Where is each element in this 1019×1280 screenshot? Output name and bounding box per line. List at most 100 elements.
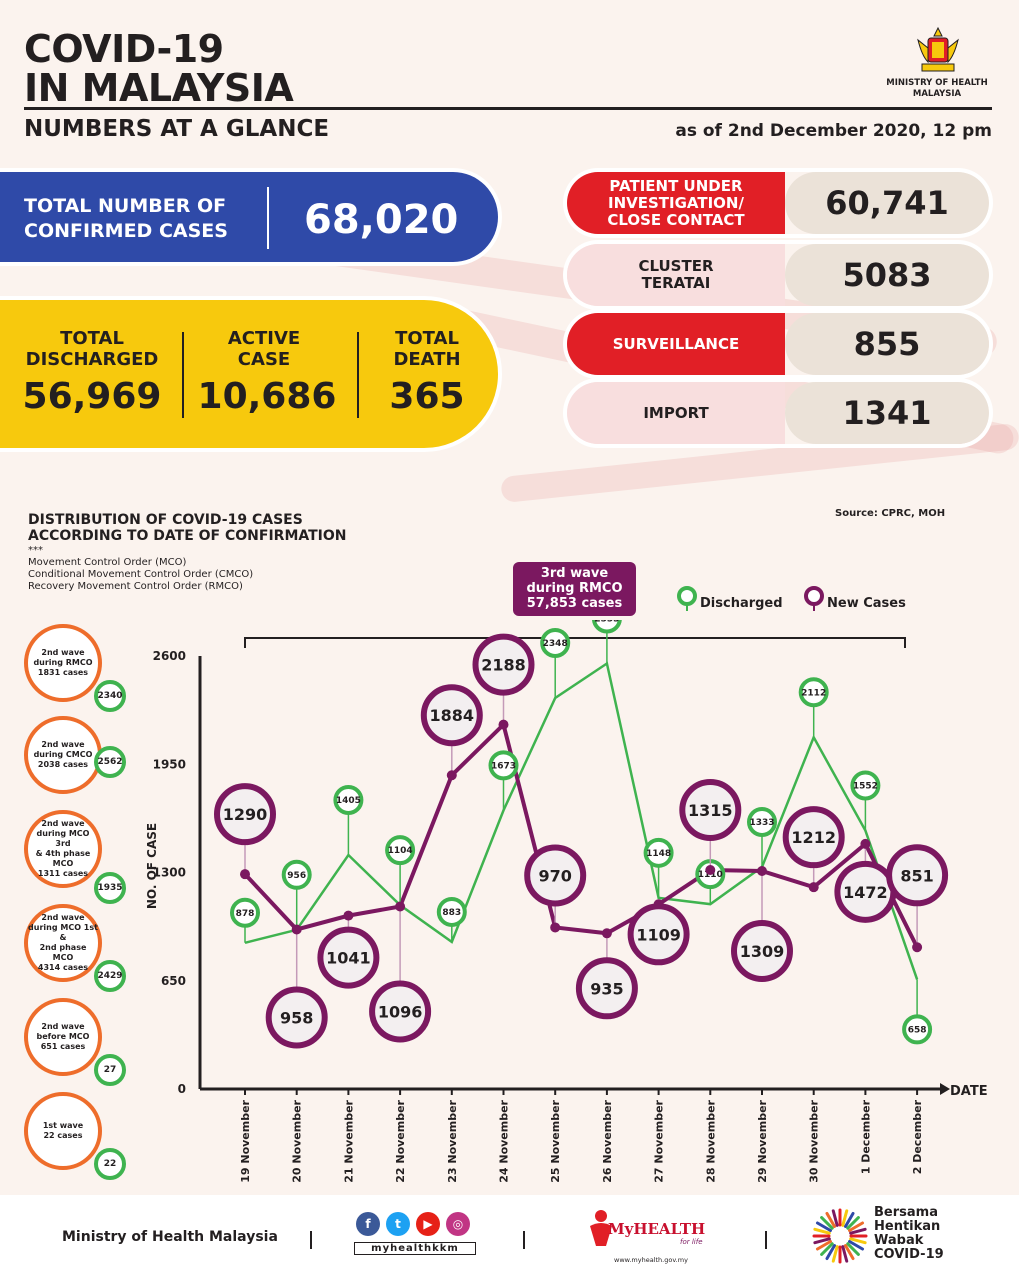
new-cases-data-label: 935 bbox=[590, 979, 623, 998]
category-row-import: IMPORT 1341 bbox=[567, 382, 989, 444]
discharged-data-label: 1552 bbox=[853, 782, 878, 792]
new-cases-series-line bbox=[243, 720, 919, 949]
wave-discharged-bubble: 22 bbox=[94, 1148, 126, 1180]
new-cases-bubble bbox=[679, 779, 742, 842]
new-cases-bubble bbox=[265, 986, 328, 1049]
discharged-bubble bbox=[850, 770, 881, 801]
wave-circle: 1st wave 22 cases bbox=[24, 1092, 102, 1170]
range-bracket bbox=[244, 637, 906, 648]
discharged-bubble bbox=[281, 859, 312, 890]
sunburst-icon bbox=[812, 1208, 868, 1264]
third-wave-badge: 3rd wave during RMCO 57,853 cases bbox=[513, 562, 636, 616]
new-cases-data-label: 970 bbox=[538, 866, 571, 885]
divider bbox=[182, 332, 184, 418]
discharged-bubble bbox=[747, 807, 777, 838]
wave-circle: 2nd wave during MCO 3rd & 4th phase MCO 131… bbox=[24, 810, 102, 888]
new-cases-point bbox=[343, 910, 354, 921]
new-cases-data-label: 1041 bbox=[326, 949, 371, 968]
wave-discharged-bubble: 2340 bbox=[94, 680, 126, 712]
new-cases-point bbox=[550, 922, 561, 933]
x-tick-label: 21 November bbox=[342, 1099, 355, 1182]
chart-title: DISTRIBUTION OF COVID-19 CASES ACCORDING… bbox=[28, 512, 347, 544]
new-cases-bubble bbox=[317, 926, 380, 989]
active-case-value: 10,686 bbox=[197, 376, 337, 417]
new-cases-legend-icon bbox=[804, 586, 824, 611]
facebook-icon[interactable]: f bbox=[356, 1212, 380, 1236]
discharged-bubble bbox=[333, 785, 364, 816]
y-axis-label: NO. OF CASE bbox=[145, 823, 159, 909]
divider bbox=[357, 332, 359, 418]
new-cases-point bbox=[446, 770, 457, 781]
discharged-data-label: 1673 bbox=[491, 761, 516, 771]
wave-circle: 2nd wave during RMCO 1831 cases bbox=[24, 624, 102, 702]
new-cases-bubble bbox=[782, 806, 845, 869]
new-cases-bubble bbox=[472, 633, 535, 696]
footer-divider bbox=[310, 1231, 312, 1249]
page-subtitle: NUMBERS AT A GLANCE bbox=[24, 116, 330, 142]
x-tick-label: 27 November bbox=[653, 1099, 666, 1182]
discharged-bubble bbox=[385, 835, 416, 866]
discharged-label: TOTAL DISCHARGED bbox=[25, 328, 159, 370]
x-tick-label: 1 December bbox=[859, 1099, 872, 1174]
new-cases-bubble bbox=[420, 684, 483, 747]
category-value: 1341 bbox=[785, 382, 989, 444]
category-row-surveillance: SURVEILLANCE 855 bbox=[567, 313, 989, 375]
new-cases-point bbox=[757, 866, 767, 877]
discharged-data-label: 883 bbox=[442, 908, 461, 918]
new-cases-data-label: 958 bbox=[280, 1008, 313, 1027]
page-title-line2: IN MALAYSIA bbox=[24, 66, 294, 110]
header-divider bbox=[24, 107, 992, 110]
wave-discharged-bubble: 1935 bbox=[94, 872, 126, 904]
discharged-data-label: 1333 bbox=[749, 818, 774, 828]
page-title: COVID-19 bbox=[24, 27, 224, 71]
x-tick-label: 29 November bbox=[756, 1099, 769, 1182]
x-tick-label: 20 November bbox=[291, 1099, 304, 1182]
y-tick-label: 650 bbox=[161, 974, 186, 988]
youtube-icon[interactable]: ▶ bbox=[416, 1212, 440, 1236]
bersama-logo: Bersama Hentikan Wabak COVID-19 bbox=[812, 1204, 962, 1266]
total-death-label: TOTAL DEATH bbox=[393, 328, 461, 370]
discharged-data-label: 2348 bbox=[543, 639, 568, 649]
new-cases-bubble bbox=[369, 980, 432, 1043]
divider bbox=[267, 187, 269, 249]
status-panel bbox=[0, 300, 498, 448]
discharged-data-label: 878 bbox=[236, 909, 255, 919]
new-cases-data-label: 1315 bbox=[688, 801, 733, 820]
discharged-data-label: 2555 bbox=[594, 620, 619, 624]
discharged-data-label: 1148 bbox=[646, 849, 671, 859]
new-cases-data-label: 1472 bbox=[843, 883, 888, 902]
legend-discharged: Discharged bbox=[700, 596, 783, 611]
new-cases-point bbox=[912, 942, 923, 953]
category-value: 5083 bbox=[785, 244, 989, 306]
new-cases-point bbox=[498, 719, 509, 730]
new-cases-point bbox=[601, 928, 612, 939]
new-cases-data-label: 1109 bbox=[636, 925, 681, 944]
x-tick-label: 30 November bbox=[808, 1099, 821, 1182]
discharged-legend-icon bbox=[677, 586, 697, 611]
x-tick-label: 22 November bbox=[394, 1099, 407, 1182]
ministry-label: MINISTRY OF HEALTH MALAYSIA bbox=[886, 78, 988, 99]
x-tick-label: 25 November bbox=[549, 1099, 562, 1182]
malaysia-crest-icon bbox=[917, 26, 959, 72]
x-tick-label: 2 December bbox=[911, 1099, 924, 1174]
new-cases-bubble bbox=[886, 844, 949, 907]
y-tick-label: 1950 bbox=[153, 757, 186, 771]
new-cases-point bbox=[291, 924, 302, 935]
wave-discharged-bubble: 2429 bbox=[94, 960, 126, 992]
discharged-data-label: 658 bbox=[908, 1025, 927, 1035]
wave-discharged-bubble: 2562 bbox=[94, 746, 126, 778]
wave-circle: 2nd wave during MCO 1st & 2nd phase MCO 431… bbox=[24, 904, 102, 982]
chart-note: *** Movement Control Order (MCO) Conditi… bbox=[28, 545, 254, 592]
twitter-icon[interactable]: t bbox=[386, 1212, 410, 1236]
discharged-bubble bbox=[591, 620, 622, 634]
category-value: 855 bbox=[785, 313, 989, 375]
instagram-icon[interactable]: ◎ bbox=[446, 1212, 470, 1236]
footer-divider bbox=[765, 1231, 767, 1249]
y-tick-label: 2600 bbox=[153, 649, 186, 663]
x-tick-label: 28 November bbox=[704, 1099, 717, 1182]
discharged-data-label: 1104 bbox=[388, 846, 413, 856]
new-cases-point bbox=[705, 865, 716, 876]
discharged-bubble bbox=[643, 837, 674, 868]
new-cases-data-label: 851 bbox=[900, 866, 933, 885]
footer-divider bbox=[523, 1231, 525, 1249]
